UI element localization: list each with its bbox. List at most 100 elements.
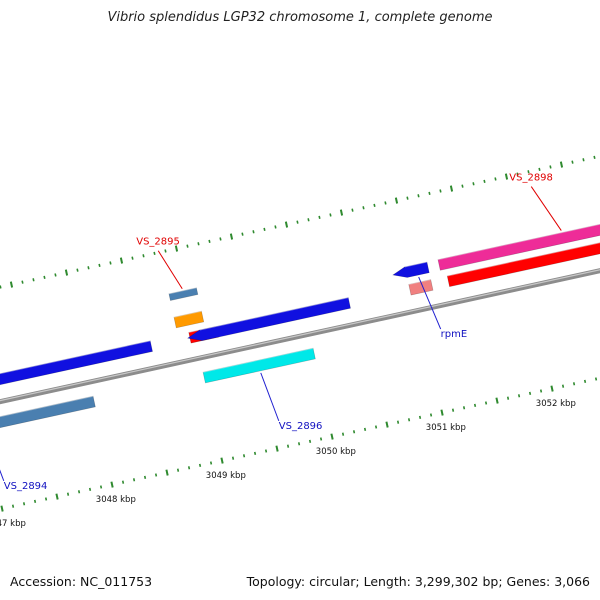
tick-mark bbox=[197, 242, 200, 246]
tick-mark bbox=[9, 281, 14, 288]
tick-mark bbox=[88, 487, 92, 492]
tick-mark bbox=[153, 251, 156, 256]
gene-label[interactable]: VS_2898 bbox=[509, 173, 553, 184]
tick-mark bbox=[263, 227, 266, 232]
tick-marks bbox=[0, 155, 598, 512]
tick-mark bbox=[0, 285, 2, 289]
tick-mark bbox=[54, 273, 57, 277]
gene-feature[interactable] bbox=[0, 395, 96, 455]
tick-mark bbox=[121, 480, 125, 484]
tick-mark bbox=[440, 409, 444, 416]
gene-feature[interactable] bbox=[173, 310, 205, 329]
tick-mark bbox=[296, 220, 299, 224]
tick-mark bbox=[229, 233, 234, 240]
tick-mark bbox=[339, 209, 344, 216]
tick-mark bbox=[594, 377, 598, 381]
tick-mark bbox=[264, 449, 268, 453]
label-leader-line bbox=[418, 276, 442, 330]
tick-mark bbox=[494, 177, 497, 181]
label-leaders bbox=[0, 186, 562, 482]
gene-feature[interactable] bbox=[392, 261, 430, 278]
tick-mark bbox=[483, 179, 486, 184]
gene-feature-highlight bbox=[202, 347, 314, 373]
tick-mark bbox=[76, 268, 79, 272]
gene-feature[interactable] bbox=[408, 279, 434, 296]
tick-mark bbox=[187, 466, 191, 470]
tick-mark bbox=[583, 379, 587, 384]
label-leader-line bbox=[260, 372, 280, 422]
tick-mark bbox=[241, 232, 244, 236]
tick-mark bbox=[484, 401, 488, 405]
gene-feature[interactable] bbox=[437, 206, 600, 271]
label-leader-line bbox=[157, 250, 183, 290]
scale-label: 3051 kbp bbox=[426, 423, 466, 433]
tick-mark bbox=[142, 254, 145, 258]
tick-mark bbox=[308, 439, 312, 444]
backbone-highlight bbox=[0, 269, 600, 402]
tick-mark bbox=[329, 213, 332, 217]
tick-mark bbox=[176, 468, 180, 472]
gene-label[interactable]: VS_2894 bbox=[4, 481, 48, 492]
tick-mark bbox=[593, 155, 596, 160]
tick-mark bbox=[373, 203, 376, 208]
tick-mark bbox=[559, 161, 564, 168]
tick-mark bbox=[506, 396, 510, 400]
tick-mark bbox=[284, 221, 289, 228]
tick-mark bbox=[417, 194, 420, 198]
tick-mark bbox=[429, 413, 433, 417]
gene-label[interactable]: VS_2895 bbox=[136, 237, 180, 248]
tick-mark bbox=[253, 451, 257, 456]
tick-mark bbox=[406, 196, 409, 200]
gene-feature[interactable] bbox=[202, 347, 316, 384]
label-leader-line bbox=[0, 469, 5, 482]
tick-mark bbox=[549, 165, 552, 169]
gene-feature-highlight bbox=[0, 395, 94, 418]
tick-mark bbox=[451, 408, 455, 412]
tick-mark bbox=[275, 445, 279, 452]
label-leader-line bbox=[530, 186, 562, 231]
tick-mark bbox=[384, 201, 387, 205]
tick-mark bbox=[33, 499, 37, 504]
tick-mark bbox=[198, 463, 202, 468]
tick-mark bbox=[242, 454, 246, 458]
gene-feature-highlight bbox=[188, 325, 217, 333]
tick-mark bbox=[341, 432, 345, 436]
tick-mark bbox=[394, 197, 399, 204]
tick-mark bbox=[174, 245, 179, 252]
tick-mark bbox=[362, 206, 365, 210]
tick-mark bbox=[374, 425, 378, 429]
map-title: Vibrio splendidus LGP32 chromosome 1, co… bbox=[107, 10, 493, 25]
tick-mark bbox=[154, 473, 158, 477]
tick-mark bbox=[307, 218, 310, 222]
tick-mark bbox=[462, 406, 466, 410]
tick-mark bbox=[352, 430, 356, 434]
tick-mark bbox=[99, 485, 103, 489]
tick-mark bbox=[32, 278, 35, 282]
genome-backbone bbox=[0, 268, 600, 405]
gene-feature[interactable] bbox=[0, 340, 153, 386]
gene-feature[interactable] bbox=[168, 287, 199, 301]
gene-feature-highlight bbox=[437, 223, 600, 261]
tick-mark bbox=[11, 504, 15, 508]
tick-mark bbox=[43, 275, 46, 280]
accession-text: Accession: NC_011753 bbox=[10, 574, 153, 589]
tick-mark bbox=[528, 391, 532, 396]
tick-mark bbox=[418, 415, 422, 420]
gene-feature[interactable] bbox=[446, 221, 600, 288]
gene-label[interactable]: rpmE bbox=[441, 329, 468, 340]
tick-mark bbox=[363, 427, 367, 432]
tick-mark bbox=[119, 257, 124, 264]
tick-mark bbox=[495, 397, 499, 404]
gene-labels: VS_2894VS_2895VS_2896rpmEVS_2898VS_2899V… bbox=[4, 173, 553, 492]
tick-mark bbox=[473, 403, 477, 408]
gene-label[interactable]: VS_2896 bbox=[279, 421, 323, 432]
tick-mark bbox=[318, 215, 321, 220]
gene-feature[interactable] bbox=[186, 297, 351, 341]
tick-mark bbox=[351, 208, 354, 212]
gene-feature-highlight bbox=[168, 287, 197, 295]
gene-feature-highlight bbox=[199, 296, 349, 331]
tick-mark bbox=[0, 505, 4, 512]
tick-mark bbox=[55, 493, 59, 500]
scale-labels: 3047 kbp 3048 kbp 3049 kbp 3050 kbp 3051 kbp… bbox=[0, 399, 576, 529]
tick-mark bbox=[428, 191, 431, 196]
